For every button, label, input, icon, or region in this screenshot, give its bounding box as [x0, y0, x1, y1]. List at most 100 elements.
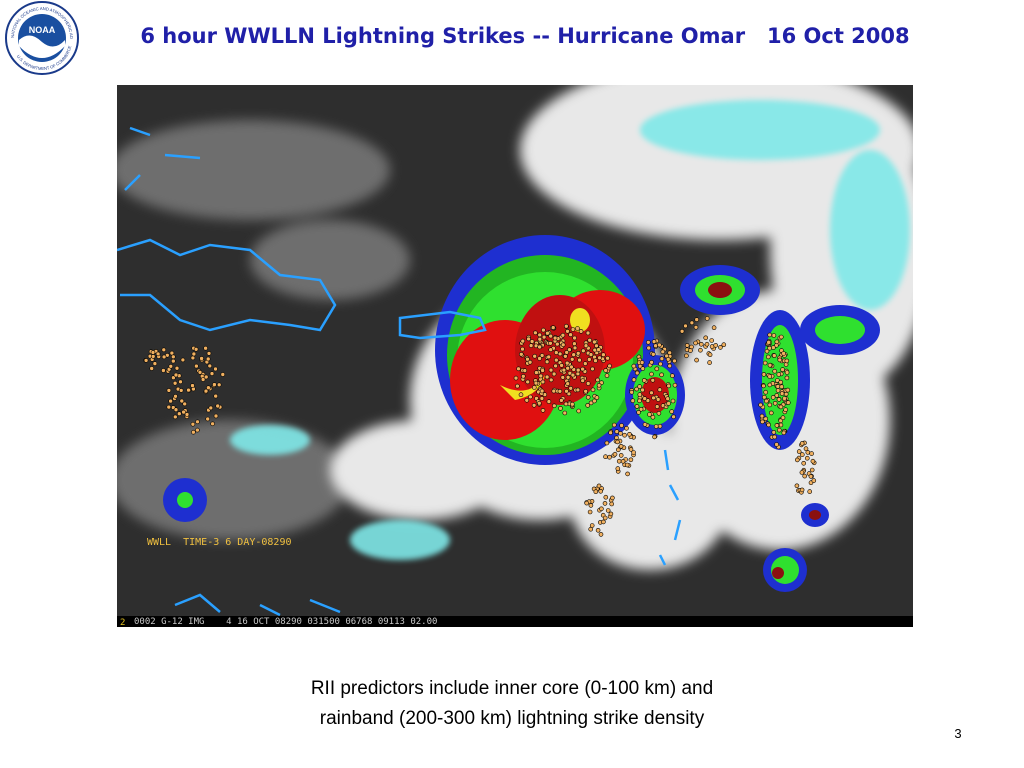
strike-dot: [777, 357, 783, 363]
logo-label: NOAA: [29, 25, 56, 35]
strike-dot: [150, 354, 156, 359]
strike-dot: [637, 398, 642, 404]
strike-dot: [565, 365, 571, 371]
strike-dot: [782, 396, 787, 401]
strike-dot: [784, 375, 790, 381]
strike-dot: [627, 431, 632, 437]
strike-dot: [618, 443, 624, 449]
strike-dot: [693, 340, 698, 346]
strike-dot: [804, 455, 810, 461]
strike-dot: [783, 407, 788, 413]
strike-dot: [759, 413, 765, 419]
strike-dot: [515, 383, 520, 389]
strike-dot: [799, 441, 805, 446]
slide-title: 6 hour WWLLN Lightning Strikes -- Hurric…: [140, 24, 909, 48]
strike-dot: [548, 333, 554, 339]
strike-dot: [598, 488, 604, 494]
strike-dot: [607, 454, 612, 460]
strike-dot: [761, 372, 767, 377]
strike-dot: [168, 398, 173, 404]
strike-dot: [776, 397, 782, 402]
strike-dot: [194, 363, 199, 369]
strike-dot: [615, 439, 620, 445]
strike-dot: [612, 451, 618, 457]
strike-dot: [637, 392, 643, 397]
lightning-strikes: [143, 316, 817, 537]
strike-dot: [550, 325, 556, 330]
strike-dot: [683, 323, 688, 329]
strike-dot: [670, 373, 675, 379]
strike-dot: [171, 354, 176, 360]
strike-dot: [548, 377, 554, 383]
strike-dot: [595, 527, 601, 533]
strike-dot: [205, 356, 211, 362]
strike-dot: [809, 451, 814, 456]
strike-dot: [583, 388, 589, 394]
strike-dot: [778, 379, 784, 385]
strike-dot: [526, 336, 531, 342]
strike-dot: [593, 489, 599, 495]
strike-dot: [619, 423, 624, 428]
strike-dot: [545, 330, 550, 336]
strike-dot: [652, 434, 657, 440]
strike-dot: [767, 402, 773, 408]
strike-dot: [808, 474, 814, 479]
strike-dot: [161, 354, 167, 360]
strike-dot: [807, 489, 813, 494]
strike-dot: [761, 383, 766, 389]
strike-dot: [603, 494, 609, 500]
strike-dot: [713, 343, 719, 348]
strike-dot: [539, 353, 545, 358]
strike-dot: [781, 430, 787, 436]
strike-dot: [810, 458, 816, 464]
strike-dot: [655, 397, 661, 402]
strike-dot: [641, 378, 647, 383]
strike-dot: [660, 349, 666, 355]
strike-dot: [166, 388, 172, 393]
strike-dot: [671, 414, 676, 420]
strike-dot: [649, 359, 654, 365]
strike-dot: [206, 385, 211, 391]
strike-dot: [796, 449, 802, 454]
image-overlay-label: WWLL TIME-3 6 DAY-08290: [147, 537, 292, 548]
strike-dot: [622, 432, 627, 438]
strike-dot: [588, 352, 594, 357]
strike-dot: [193, 346, 199, 352]
strike-dot: [776, 372, 782, 377]
strike-dot: [599, 506, 604, 512]
strike-dot: [628, 447, 634, 452]
strike-dot: [645, 339, 651, 345]
strike-dot: [779, 391, 785, 396]
strike-dot: [195, 427, 200, 433]
strike-dot: [794, 483, 800, 489]
strike-dot: [646, 345, 652, 351]
strike-dot: [638, 406, 644, 412]
strike-dot: [541, 327, 546, 333]
strike-dot: [197, 369, 203, 375]
strike-dot: [554, 341, 560, 347]
strike-dot: [174, 365, 180, 371]
strike-dot: [548, 367, 554, 373]
strike-dot: [763, 389, 769, 395]
strike-dot: [654, 404, 660, 409]
strike-dot: [607, 363, 612, 369]
strike-dot: [669, 409, 675, 414]
strike-dot: [657, 423, 663, 429]
strike-dot: [809, 467, 815, 473]
strike-dot: [603, 454, 608, 460]
strike-dot: [213, 393, 218, 399]
strike-dot: [537, 356, 542, 361]
strike-dot: [541, 334, 547, 340]
strike-dot: [594, 395, 600, 400]
strike-dot: [780, 415, 786, 421]
strike-dot: [524, 397, 530, 403]
strike-dot: [593, 358, 598, 364]
strike-dot: [182, 401, 187, 407]
strike-dot: [537, 344, 542, 350]
strike-dot: [575, 367, 581, 373]
strike-dot: [771, 353, 777, 358]
strike-dot: [707, 360, 712, 365]
strike-dot: [210, 421, 215, 427]
strike-dot: [565, 374, 571, 380]
image-footer: 0002 G-12 IMG 4 16 OCT 08290 031500 0676…: [134, 617, 437, 627]
